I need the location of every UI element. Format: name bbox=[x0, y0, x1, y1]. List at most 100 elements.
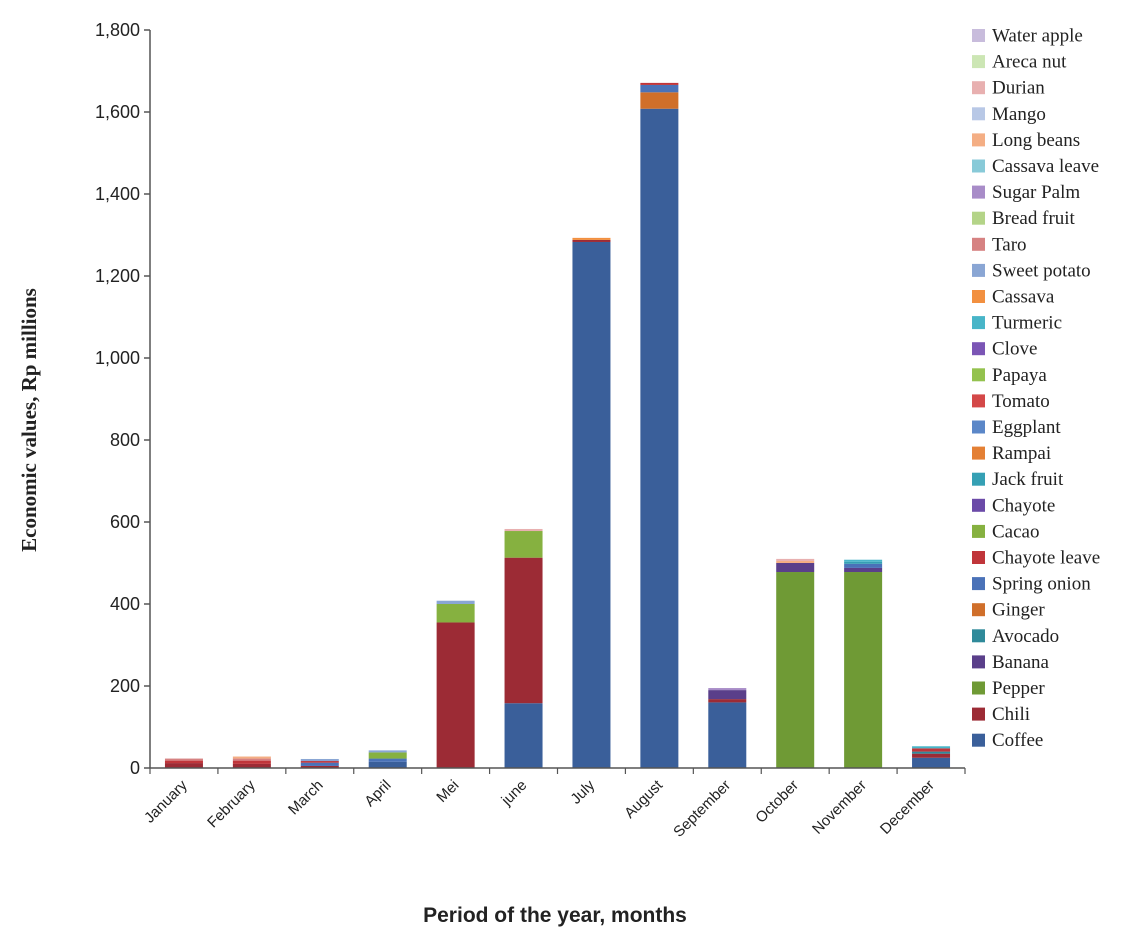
legend-label: Cacao bbox=[992, 521, 1039, 542]
bar-segment bbox=[912, 748, 951, 752]
x-ticks: January February March April Mei june July Augu… bbox=[141, 768, 966, 841]
legend-label: Taro bbox=[992, 234, 1027, 255]
x-tick-label: june bbox=[498, 777, 531, 810]
bar-segment bbox=[708, 702, 747, 768]
legend-swatch bbox=[972, 159, 985, 173]
legend-label: Coffee bbox=[992, 730, 1043, 751]
legend-label: Rampai bbox=[992, 443, 1051, 464]
x-tick-label: November bbox=[809, 777, 870, 838]
legend-swatch bbox=[972, 237, 985, 251]
legend-label: Banana bbox=[992, 652, 1050, 673]
bar-segment bbox=[164, 758, 203, 761]
bar-segment bbox=[640, 84, 679, 93]
bar-segment bbox=[164, 760, 203, 764]
bar-segment bbox=[232, 758, 271, 761]
bar-segment bbox=[912, 746, 951, 749]
x-tick-label: Mei bbox=[433, 777, 462, 806]
bar-segment bbox=[640, 82, 679, 85]
y-ticks: 0 200 400 600 800 1,000 1,200 1,400 1,600 1,800 bbox=[95, 20, 150, 778]
bar-segment bbox=[232, 760, 271, 764]
y-tick-label: 1,000 bbox=[95, 348, 140, 368]
legend-swatch bbox=[972, 342, 985, 356]
bar-segment bbox=[640, 92, 679, 109]
bar-segment bbox=[300, 758, 339, 762]
bar-segment bbox=[504, 528, 543, 532]
legend-swatch bbox=[972, 655, 985, 669]
bar-segment bbox=[776, 572, 815, 768]
legend-swatch bbox=[972, 290, 985, 303]
legend-swatch bbox=[972, 368, 985, 382]
bar-segment bbox=[572, 237, 611, 240]
bar-segment bbox=[844, 567, 883, 573]
legend-swatch bbox=[972, 185, 985, 199]
x-tick-label: September bbox=[670, 777, 734, 841]
bar-segment bbox=[912, 757, 951, 768]
bar-segment bbox=[368, 761, 407, 768]
bar-segment bbox=[572, 239, 611, 242]
legend-label: Jack fruit bbox=[992, 469, 1064, 490]
bar-segment bbox=[368, 752, 407, 759]
bar-segment bbox=[436, 600, 475, 604]
bar-segment bbox=[572, 241, 611, 769]
x-axis-title: Period of the year, months bbox=[423, 904, 687, 927]
legend-swatch bbox=[972, 107, 985, 121]
bar-segment bbox=[844, 559, 883, 562]
x-tick-label: December bbox=[877, 777, 938, 838]
x-tick-label: October bbox=[752, 777, 802, 827]
bar-segment bbox=[504, 557, 543, 704]
legend-label: Ginger bbox=[992, 600, 1045, 621]
bar-segment bbox=[368, 758, 407, 762]
bar-segment bbox=[436, 622, 475, 768]
legend-swatch bbox=[972, 629, 985, 643]
legend-label: Clove bbox=[992, 339, 1037, 360]
legend-label: Mango bbox=[992, 104, 1046, 125]
legend-label: Tomato bbox=[992, 391, 1050, 412]
legend-label: Eggplant bbox=[992, 417, 1061, 438]
bar-segment bbox=[640, 108, 679, 769]
y-tick-label: 1,600 bbox=[95, 102, 140, 122]
x-tick-label: March bbox=[285, 777, 326, 818]
y-tick-label: 400 bbox=[110, 594, 140, 614]
legend-label: Chayote bbox=[992, 495, 1055, 516]
bar-segment bbox=[436, 604, 475, 623]
y-tick-label: 0 bbox=[130, 758, 140, 778]
bar-segment bbox=[300, 765, 339, 768]
legend-swatch bbox=[972, 316, 985, 330]
y-tick-label: 800 bbox=[110, 430, 140, 450]
legend-swatch bbox=[972, 551, 985, 564]
x-tick-label: August bbox=[621, 776, 667, 822]
bar-segment bbox=[708, 688, 747, 691]
legend-label: Cassava bbox=[992, 287, 1055, 308]
bars-layer bbox=[164, 82, 951, 769]
legend-swatch bbox=[972, 133, 985, 147]
bar-segment bbox=[232, 756, 271, 759]
bar-segment bbox=[300, 761, 339, 763]
bar-segment bbox=[232, 763, 271, 768]
x-tick-label: January bbox=[141, 776, 191, 826]
legend-swatch bbox=[972, 394, 985, 408]
legend-swatch bbox=[972, 29, 985, 42]
legend-swatch bbox=[972, 603, 985, 617]
legend-swatch bbox=[972, 81, 985, 95]
legend-label: Sweet potato bbox=[992, 260, 1091, 281]
legend-swatch bbox=[972, 420, 985, 434]
legend-label: Pepper bbox=[992, 678, 1045, 699]
y-tick-label: 200 bbox=[110, 676, 140, 696]
bar-segment bbox=[844, 572, 883, 768]
legend-label: Turmeric bbox=[992, 313, 1062, 334]
y-tick-label: 600 bbox=[110, 512, 140, 532]
legend-label: Areca nut bbox=[992, 52, 1067, 73]
legend-label: Bread fruit bbox=[992, 208, 1076, 229]
legend-label: Chili bbox=[992, 704, 1030, 725]
bar-segment bbox=[708, 699, 747, 703]
legend-swatch bbox=[972, 577, 985, 591]
legend-swatch bbox=[972, 446, 985, 460]
y-tick-label: 1,200 bbox=[95, 266, 140, 286]
legend-swatch bbox=[972, 524, 985, 538]
bar-segment bbox=[776, 560, 815, 563]
bar-segment bbox=[912, 751, 951, 754]
legend-label: Papaya bbox=[992, 365, 1047, 386]
legend-label: Cassava leave bbox=[992, 156, 1099, 177]
legend-label: Long beans bbox=[992, 130, 1080, 151]
